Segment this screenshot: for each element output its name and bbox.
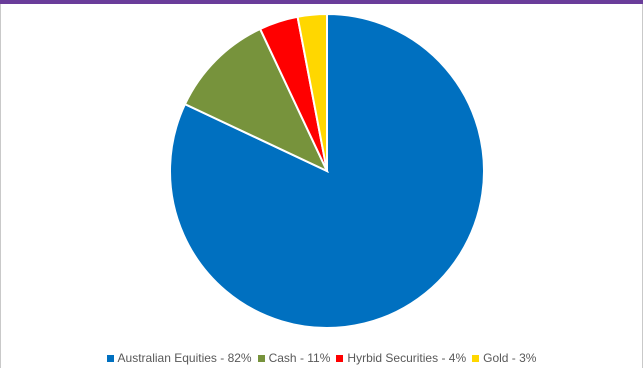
top-accent-bar bbox=[0, 0, 643, 4]
frame-left-border bbox=[0, 4, 1, 368]
legend-label: Hyrbid Securities - 4% bbox=[347, 351, 467, 365]
legend-item-cash: Cash - 11% bbox=[257, 351, 331, 365]
legend-label: Australian Equities - 82% bbox=[117, 351, 252, 365]
legend-item-gold: Gold - 3% bbox=[472, 351, 536, 365]
legend-swatch bbox=[472, 354, 480, 362]
legend-swatch bbox=[257, 354, 265, 362]
legend-label: Cash - 11% bbox=[268, 351, 331, 365]
legend-item-hybrid-securities: Hyrbid Securities - 4% bbox=[336, 351, 466, 365]
legend-swatch bbox=[106, 354, 114, 362]
chart-legend: Australian Equities - 82% Cash - 11% Hyr… bbox=[0, 350, 643, 366]
legend-swatch bbox=[336, 354, 344, 362]
legend-label: Gold - 3% bbox=[483, 351, 537, 365]
pie-slice-gold bbox=[296, 12, 328, 172]
legend-item-australian-equities: Australian Equities - 82% bbox=[106, 351, 252, 365]
pie-slice-cash bbox=[183, 27, 330, 174]
